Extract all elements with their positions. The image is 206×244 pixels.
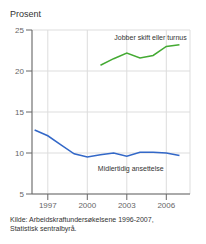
svg-text:2000: 2000 bbox=[78, 201, 96, 210]
svg-text:25: 25 bbox=[15, 26, 24, 35]
svg-text:2006: 2006 bbox=[157, 201, 175, 210]
svg-text:2003: 2003 bbox=[118, 201, 136, 210]
svg-text:Midlertidig ansettelse: Midlertidig ansettelse bbox=[98, 165, 164, 173]
svg-text:20: 20 bbox=[15, 67, 24, 76]
svg-text:Jobber skift eller turnus: Jobber skift eller turnus bbox=[114, 34, 187, 41]
html-text:Prosent: Prosent bbox=[10, 9, 41, 19]
html-text:Kilde: Arbeidskraftundersøkels: Kilde: Arbeidskraftundersøkelsene 1996-2… bbox=[10, 216, 154, 232]
svg-text:1997: 1997 bbox=[39, 201, 57, 210]
svg-text:15: 15 bbox=[15, 108, 24, 117]
svg-text:5: 5 bbox=[20, 190, 25, 199]
svg-text:10: 10 bbox=[15, 149, 24, 158]
